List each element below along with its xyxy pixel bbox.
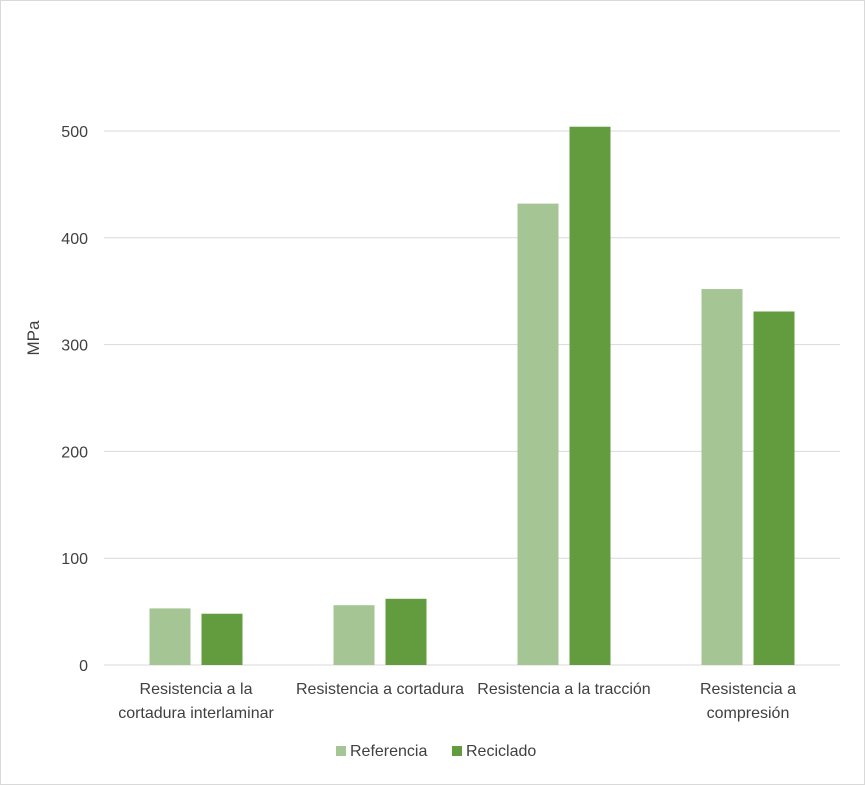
legend-swatch-reciclado xyxy=(452,746,462,756)
x-axis-categories: Resistencia a la cortadura interlaminar Re… xyxy=(118,681,796,722)
legend: Referencia Reciclado xyxy=(336,743,536,760)
y-tick-label: 0 xyxy=(79,658,88,675)
bar-reciclado-1 xyxy=(385,598,427,665)
y-axis-label: MPa xyxy=(24,320,43,356)
x-category-label: Resistencia a cortadura xyxy=(296,681,464,698)
bar-referencia-0 xyxy=(149,608,191,665)
legend-swatch-referencia xyxy=(336,746,346,756)
legend-label-referencia: Referencia xyxy=(350,743,427,760)
bar-referencia-3 xyxy=(701,289,743,665)
y-tick-label: 200 xyxy=(61,444,88,461)
y-tick-label: 400 xyxy=(61,231,88,248)
x-category-label: Resistencia a compresión xyxy=(700,681,796,722)
bar-reciclado-2 xyxy=(569,126,611,665)
x-category-label: Resistencia a la tracción xyxy=(477,681,650,698)
legend-label-reciclado: Reciclado xyxy=(466,743,536,760)
y-tick-label: 500 xyxy=(61,124,88,141)
y-tick-label: 100 xyxy=(61,551,88,568)
bar-referencia-1 xyxy=(333,605,375,665)
bars xyxy=(149,126,795,665)
y-tick-label: 300 xyxy=(61,338,88,355)
bar-reciclado-0 xyxy=(201,613,243,665)
bar-referencia-2 xyxy=(517,203,559,665)
x-category-label: Resistencia a la cortadura interlaminar xyxy=(118,681,274,722)
bar-reciclado-3 xyxy=(753,311,795,665)
y-axis-ticks: 0 100 200 300 400 500 xyxy=(61,124,88,675)
